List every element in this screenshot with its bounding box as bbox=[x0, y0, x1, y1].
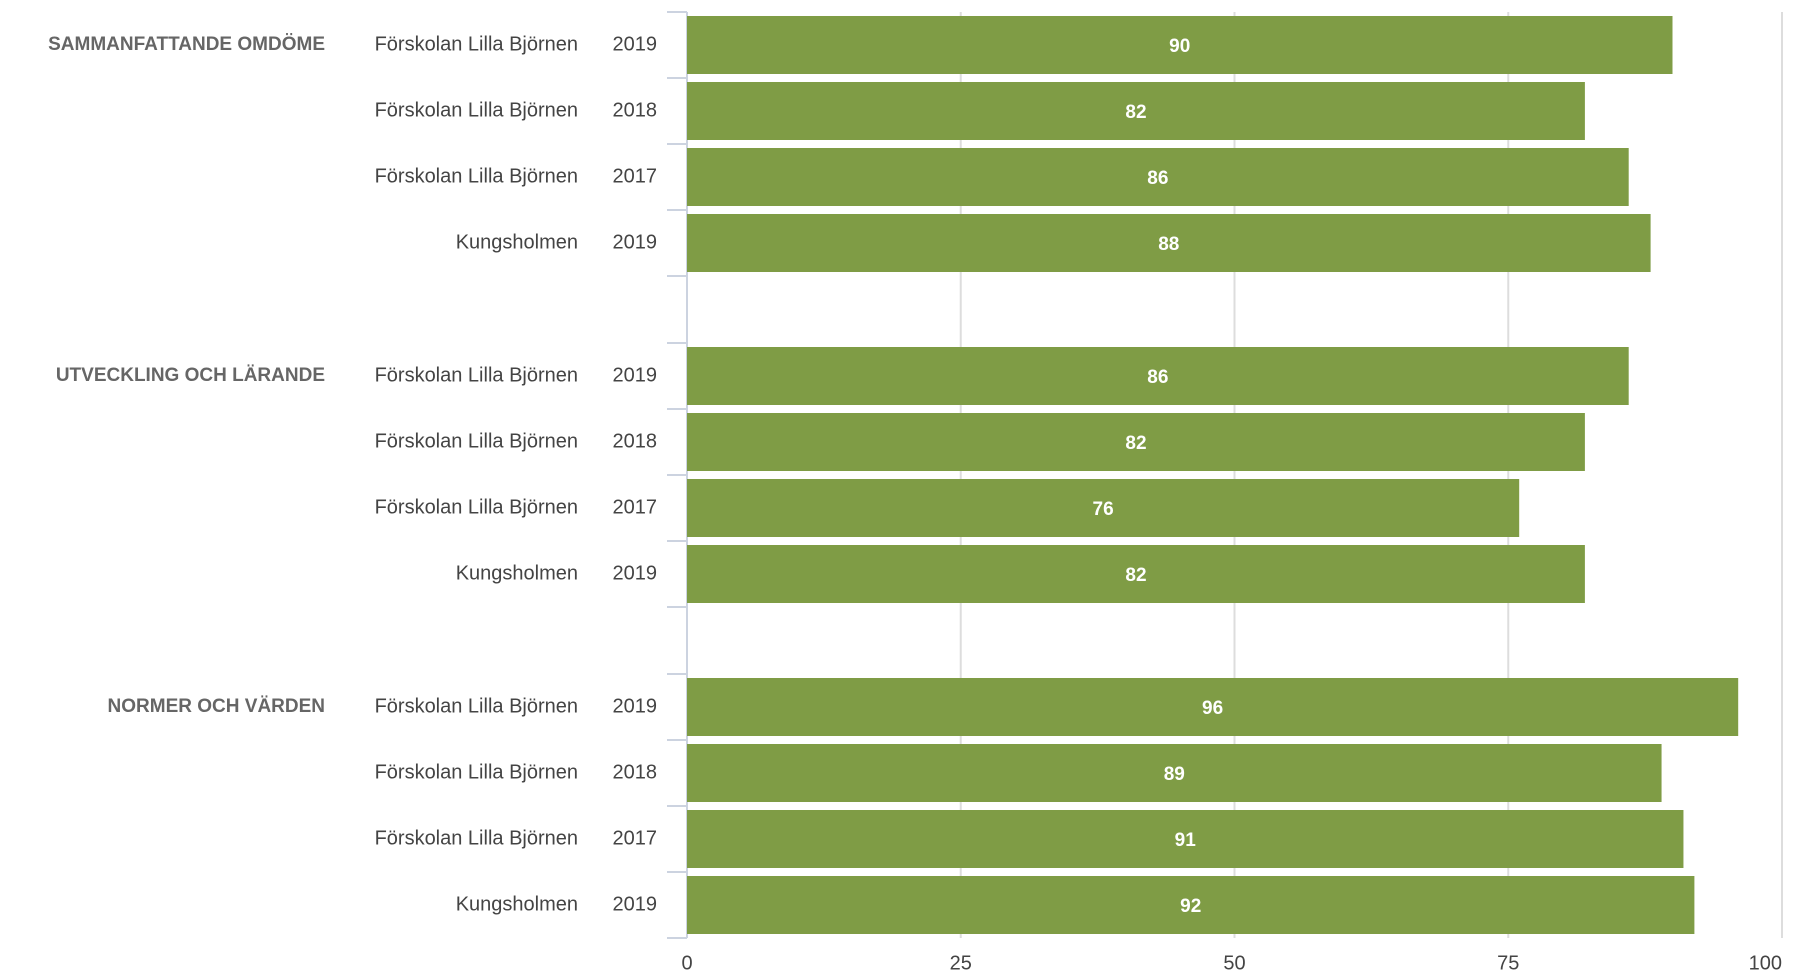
x-tick-label: 25 bbox=[950, 952, 972, 972]
x-tick-label: 100 bbox=[1749, 952, 1782, 972]
value-label: 76 bbox=[1093, 499, 1114, 520]
group-label: NORMER OCH VÄRDEN bbox=[108, 696, 325, 717]
year-label: 2017 bbox=[613, 827, 658, 849]
bar bbox=[687, 148, 1629, 206]
value-label: 91 bbox=[1175, 830, 1197, 851]
x-tick-label: 75 bbox=[1497, 952, 1519, 972]
value-label: 86 bbox=[1147, 168, 1168, 189]
category-label: Förskolan Lilla Björnen bbox=[375, 761, 578, 783]
value-label: 82 bbox=[1125, 433, 1146, 454]
year-label: 2018 bbox=[613, 761, 658, 783]
bar bbox=[687, 214, 1651, 272]
value-label: 86 bbox=[1147, 367, 1168, 388]
year-label: 2019 bbox=[613, 364, 658, 386]
year-label: 2017 bbox=[613, 165, 658, 187]
bar bbox=[687, 744, 1662, 802]
category-label: Kungsholmen bbox=[456, 893, 578, 915]
value-label: 89 bbox=[1164, 764, 1185, 785]
year-label: 2019 bbox=[613, 33, 658, 55]
bar bbox=[687, 876, 1695, 934]
value-label: 90 bbox=[1169, 36, 1190, 57]
category-label: Förskolan Lilla Björnen bbox=[375, 827, 578, 849]
bar bbox=[687, 479, 1520, 537]
group-label: UTVECKLING OCH LÄRANDE bbox=[56, 365, 325, 386]
category-label: Kungsholmen bbox=[456, 562, 578, 584]
x-tick-label: 0 bbox=[681, 952, 692, 972]
value-label: 88 bbox=[1158, 234, 1179, 255]
group-label: SAMMANFATTANDE OMDÖME bbox=[48, 34, 325, 55]
bar bbox=[687, 16, 1673, 74]
category-label: Förskolan Lilla Björnen bbox=[375, 496, 578, 518]
category-label: Förskolan Lilla Björnen bbox=[375, 165, 578, 187]
bar bbox=[687, 810, 1684, 868]
value-label: 96 bbox=[1202, 698, 1223, 719]
category-label: Kungsholmen bbox=[456, 231, 578, 253]
year-label: 2019 bbox=[613, 893, 658, 915]
year-label: 2018 bbox=[613, 99, 658, 121]
bar bbox=[687, 82, 1585, 140]
category-label: Förskolan Lilla Björnen bbox=[375, 695, 578, 717]
value-label: 82 bbox=[1125, 102, 1146, 123]
value-label: 82 bbox=[1125, 565, 1146, 586]
year-label: 2017 bbox=[613, 496, 658, 518]
year-label: 2019 bbox=[613, 695, 658, 717]
bar bbox=[687, 347, 1629, 405]
year-label: 2018 bbox=[613, 430, 658, 452]
year-label: 2019 bbox=[613, 562, 658, 584]
category-label: Förskolan Lilla Björnen bbox=[375, 99, 578, 121]
year-label: 2019 bbox=[613, 231, 658, 253]
category-label: Förskolan Lilla Björnen bbox=[375, 364, 578, 386]
bar bbox=[687, 678, 1739, 736]
bar bbox=[687, 545, 1585, 603]
bar bbox=[687, 413, 1585, 471]
category-label: Förskolan Lilla Björnen bbox=[375, 33, 578, 55]
category-label: Förskolan Lilla Björnen bbox=[375, 430, 578, 452]
x-tick-label: 50 bbox=[1223, 952, 1245, 972]
value-label: 92 bbox=[1180, 896, 1201, 917]
